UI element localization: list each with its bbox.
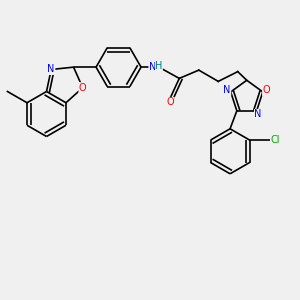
Text: N: N	[224, 85, 231, 95]
Text: O: O	[79, 83, 86, 93]
Text: N: N	[47, 64, 55, 74]
Text: H: H	[155, 61, 163, 71]
Text: N: N	[150, 62, 158, 72]
Text: H: H	[154, 61, 161, 70]
Text: O: O	[262, 85, 270, 95]
Text: Cl: Cl	[271, 135, 280, 145]
Text: N: N	[149, 62, 156, 72]
Text: O: O	[167, 98, 174, 107]
Text: N: N	[254, 110, 262, 119]
